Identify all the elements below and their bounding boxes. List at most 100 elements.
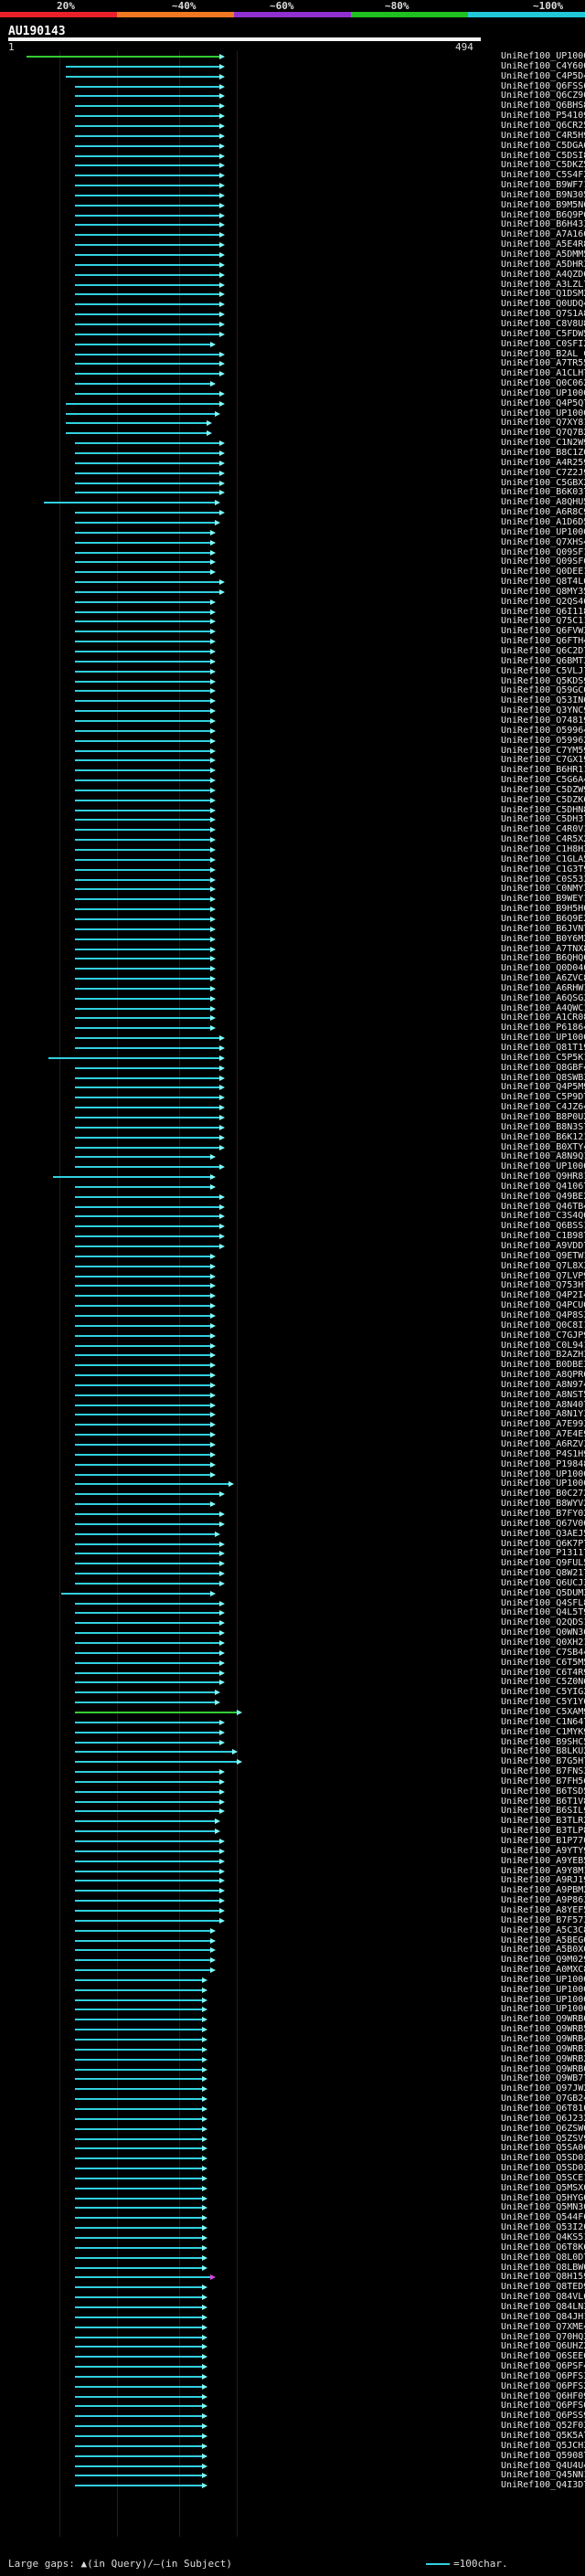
- hit-row[interactable]: UniRef100_Q8GBF4: [0, 1063, 585, 1073]
- hit-label-link[interactable]: UniRef100_C7Z2J9: [501, 467, 585, 478]
- hit-row[interactable]: UniRef100_Q5DUM3: [0, 1588, 585, 1598]
- hit-row[interactable]: UniRef100_A7E993: [0, 1419, 585, 1429]
- hit-label-link[interactable]: UniRef100_Q2QDS1: [501, 1617, 585, 1628]
- hit-row[interactable]: UniRef100_UP1000...: [0, 1479, 585, 1489]
- hit-row[interactable]: UniRef100_Q6BSS1: [0, 1221, 585, 1231]
- hit-label-link[interactable]: UniRef100_Q6BSS1: [501, 1221, 585, 1232]
- hit-row[interactable]: UniRef100_Q6PFS0: [0, 2401, 585, 2411]
- hit-row[interactable]: UniRef100_C5VLJ7: [0, 666, 585, 676]
- hit-label-link[interactable]: UniRef100_Q84JH1: [501, 2311, 585, 2322]
- hit-label-link[interactable]: UniRef100_C7YM59: [501, 745, 585, 756]
- hit-label-link[interactable]: UniRef100_Q9WRB0: [501, 2063, 585, 2074]
- hit-row[interactable]: UniRef100_Q59GC0: [0, 685, 585, 695]
- hit-label-link[interactable]: UniRef100_Q9WRB6: [501, 2014, 585, 2025]
- hit-label-link[interactable]: UniRef100_Q7LVP9: [501, 1270, 585, 1281]
- hit-row[interactable]: UniRef100_Q1DSM2: [0, 289, 585, 299]
- hit-label-link[interactable]: UniRef100_Q75C11: [501, 616, 585, 627]
- hit-row[interactable]: UniRef100_A9PBM2: [0, 1885, 585, 1895]
- hit-row[interactable]: UniRef100_C5DZW9: [0, 785, 585, 795]
- hit-label-link[interactable]: UniRef100_Q49BE2: [501, 1191, 585, 1202]
- hit-label-link[interactable]: UniRef100_Q6FSS6: [501, 80, 585, 91]
- hit-label-link[interactable]: UniRef100_Q0WN36: [501, 1627, 585, 1638]
- hit-label-link[interactable]: UniRef100_Q6PSF4: [501, 2361, 585, 2372]
- hit-row[interactable]: UniRef100_Q5JCH3: [0, 2441, 585, 2451]
- hit-row[interactable]: UniRef100_Q6C2D7: [0, 646, 585, 656]
- hit-row[interactable]: UniRef100_Q7L8X3: [0, 1261, 585, 1271]
- hit-label-link[interactable]: UniRef100_UP1000...: [501, 1161, 585, 1172]
- hit-row[interactable]: UniRef100_B9N305: [0, 190, 585, 200]
- hit-label-link[interactable]: UniRef100_A8N974: [501, 1379, 585, 1390]
- hit-row[interactable]: UniRef100_Q4I3D7: [0, 2480, 585, 2490]
- hit-row[interactable]: UniRef100_Q45NN1: [0, 2470, 585, 2480]
- hit-row[interactable]: UniRef100_UP1000...: [0, 1469, 585, 1479]
- hit-label-link[interactable]: UniRef100_B6H433: [501, 219, 585, 230]
- hit-row[interactable]: UniRef100_A9P863: [0, 1895, 585, 1905]
- hit-row[interactable]: UniRef100_Q6T810: [0, 2104, 585, 2114]
- hit-label-link[interactable]: UniRef100_A0MXC8: [501, 1965, 585, 1976]
- hit-label-link[interactable]: UniRef100_C0S533: [501, 874, 585, 885]
- hit-label-link[interactable]: UniRef100_Q7XME4: [501, 2321, 585, 2332]
- hit-label-link[interactable]: UniRef100_Q8T4L0: [501, 577, 585, 588]
- hit-row[interactable]: UniRef100_Q53IN6: [0, 695, 585, 705]
- hit-row[interactable]: UniRef100_P19848: [0, 1459, 585, 1469]
- hit-label-link[interactable]: UniRef100_B7FNS3: [501, 1766, 585, 1777]
- hit-row[interactable]: UniRef100_Q6FTH4: [0, 636, 585, 646]
- hit-label-link[interactable]: UniRef100_Q5DUM3: [501, 1587, 585, 1598]
- hit-row[interactable]: UniRef100_A8N407: [0, 1400, 585, 1410]
- hit-row[interactable]: UniRef100_B6HR11: [0, 765, 585, 775]
- hit-row[interactable]: UniRef100_Q5HYG0: [0, 2193, 585, 2203]
- hit-label-link[interactable]: UniRef100_Q0DEE1: [501, 567, 585, 578]
- hit-label-link[interactable]: UniRef100_C0NMY3: [501, 884, 585, 895]
- hit-label-link[interactable]: UniRef100_B8C1Z0: [501, 448, 585, 458]
- hit-label-link[interactable]: UniRef100_C5DKZ5: [501, 160, 585, 171]
- hit-label-link[interactable]: UniRef100_Q4I3D7: [501, 2480, 585, 2491]
- hit-row[interactable]: UniRef100_O74819: [0, 716, 585, 726]
- hit-row[interactable]: UniRef100_C1N2W9: [0, 438, 585, 448]
- hit-row[interactable]: UniRef100_UP1000...: [0, 2004, 585, 2014]
- hit-row[interactable]: UniRef100_C5Z0N6: [0, 1677, 585, 1687]
- hit-row[interactable]: UniRef100_Q2QDS1: [0, 1617, 585, 1627]
- hit-row[interactable]: UniRef100_A6R8C9: [0, 507, 585, 517]
- hit-label-link[interactable]: UniRef100_C7GX19: [501, 755, 585, 766]
- hit-label-link[interactable]: UniRef100_A8N407: [501, 1399, 585, 1410]
- hit-row[interactable]: UniRef100_C5DKZ5: [0, 160, 585, 170]
- hit-row[interactable]: UniRef100_C5GBX2: [0, 478, 585, 488]
- hit-row[interactable]: UniRef100_UP1000...: [0, 1975, 585, 1985]
- hit-label-link[interactable]: UniRef100_Q6PFS2: [501, 2380, 585, 2391]
- hit-label-link[interactable]: UniRef100_Q5KDS9: [501, 675, 585, 686]
- hit-label-link[interactable]: UniRef100_B6HR11: [501, 765, 585, 776]
- hit-label-link[interactable]: UniRef100_Q84LN3: [501, 2301, 585, 2312]
- hit-label-link[interactable]: UniRef100_UP1000...: [501, 1479, 585, 1489]
- hit-row[interactable]: UniRef100_Q0UDQ4: [0, 299, 585, 309]
- hit-label-link[interactable]: UniRef100_B7FY02: [501, 1508, 585, 1519]
- hit-row[interactable]: UniRef100_A8N9Q1: [0, 1151, 585, 1161]
- hit-label-link[interactable]: UniRef100_A3LZL7: [501, 279, 585, 290]
- hit-label-link[interactable]: UniRef100_Q5SCE1: [501, 2172, 585, 2183]
- hit-row[interactable]: UniRef100_Q4P5Q7: [0, 398, 585, 408]
- hit-row[interactable]: UniRef100_Q4SFL8: [0, 1598, 585, 1608]
- hit-label-link[interactable]: UniRef100_B1P770: [501, 1836, 585, 1846]
- hit-row[interactable]: UniRef100_B7FY02: [0, 1509, 585, 1519]
- hit-label-link[interactable]: UniRef100_O59964: [501, 725, 585, 736]
- hit-label-link[interactable]: UniRef100_A9YTY9: [501, 1845, 585, 1856]
- hit-row[interactable]: UniRef100_B8N3S7: [0, 1122, 585, 1132]
- hit-label-link[interactable]: UniRef100_Q7XY81: [501, 418, 585, 429]
- hit-label-link[interactable]: UniRef100_A8N9Q1: [501, 1151, 585, 1162]
- hit-row[interactable]: UniRef100_O59964: [0, 726, 585, 736]
- hit-row[interactable]: UniRef100_C0SFI2: [0, 339, 585, 349]
- hit-label-link[interactable]: UniRef100_C6T5M5: [501, 1657, 585, 1668]
- hit-row[interactable]: UniRef100_Q5SCE1: [0, 2173, 585, 2183]
- hit-row[interactable]: UniRef100_Q4KS51: [0, 2232, 585, 2242]
- hit-row[interactable]: UniRef100_A5DHR3: [0, 260, 585, 270]
- hit-label-link[interactable]: UniRef100_Q9WRB2: [501, 2053, 585, 2064]
- hit-label-link[interactable]: UniRef100_Q8L0D7: [501, 2252, 585, 2263]
- hit-label-link[interactable]: UniRef100_A5C3C8: [501, 1924, 585, 1935]
- hit-row[interactable]: UniRef100_B6K121: [0, 1132, 585, 1142]
- hit-row[interactable]: UniRef100_Q8TED9: [0, 2282, 585, 2292]
- hit-label-link[interactable]: UniRef100_O74819: [501, 715, 585, 726]
- hit-row[interactable]: UniRef100_P54109: [0, 111, 585, 121]
- hit-label-link[interactable]: UniRef100_Q5JCH3: [501, 2440, 585, 2451]
- hit-row[interactable]: UniRef100_Q8H159: [0, 2272, 585, 2282]
- hit-row[interactable]: UniRef100_C3S4Q0: [0, 1211, 585, 1221]
- hit-label-link[interactable]: UniRef100_A8YEF5: [501, 1904, 585, 1915]
